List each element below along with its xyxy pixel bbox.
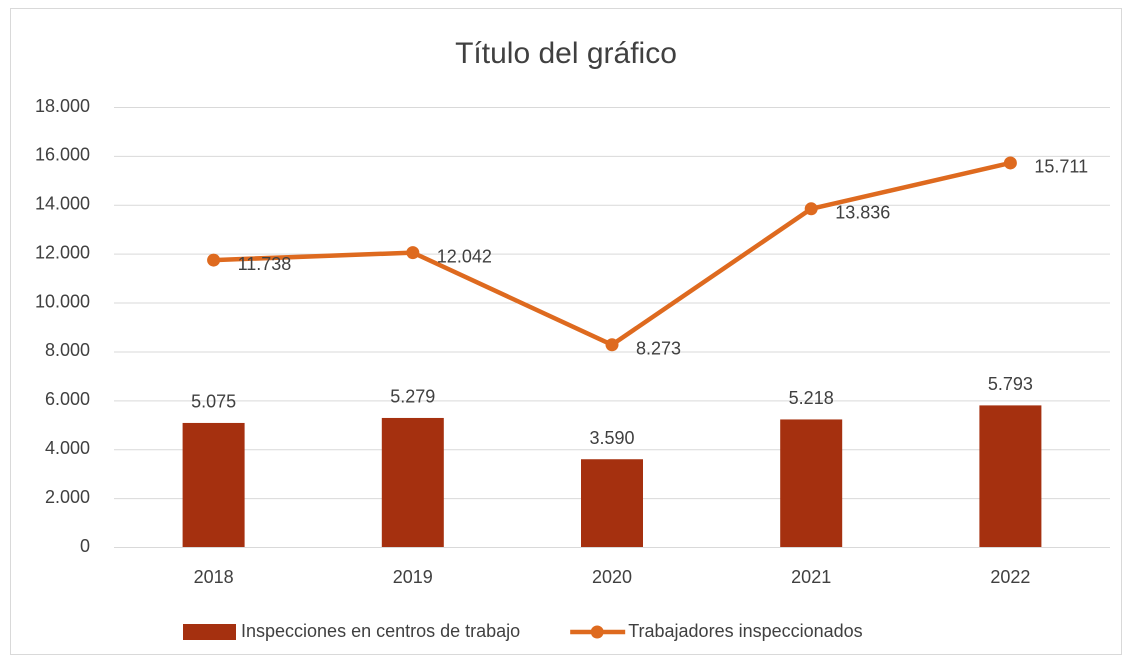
data-label: 5.075	[191, 392, 236, 412]
y-tick-label: 4.000	[45, 438, 90, 458]
x-tick-label: 2018	[194, 567, 234, 587]
data-label: 15.711	[1034, 157, 1088, 177]
y-tick-label: 8.000	[45, 340, 90, 360]
bar	[381, 417, 444, 547]
line-marker	[605, 338, 619, 352]
bar	[182, 422, 245, 547]
x-tick-label: 2022	[990, 567, 1030, 587]
y-tick-label: 6.000	[45, 389, 90, 409]
bar	[780, 419, 843, 547]
y-tick-label: 16.000	[35, 145, 90, 165]
bar	[979, 405, 1042, 547]
legend-label: Inspecciones en centros de trabajo	[241, 621, 520, 641]
chart-border	[10, 8, 1122, 655]
data-label: 3.590	[589, 428, 634, 448]
legend-label: Trabajadores inspeccionados	[628, 621, 862, 641]
y-tick-label: 18.000	[35, 96, 90, 116]
legend-swatch	[183, 624, 236, 640]
y-tick-label: 2.000	[45, 487, 90, 507]
legend-swatch	[590, 625, 604, 639]
y-tick-label: 14.000	[35, 194, 90, 214]
data-label: 5.279	[390, 387, 435, 407]
line-marker	[804, 202, 818, 216]
data-label: 8.273	[636, 339, 681, 359]
chart-title: Título del gráfico	[455, 37, 677, 70]
data-label: 11.738	[238, 254, 292, 274]
y-tick-label: 10.000	[35, 291, 90, 311]
y-tick-label: 12.000	[35, 242, 90, 262]
data-label: 13.836	[835, 203, 890, 223]
bar	[581, 459, 643, 547]
line-marker	[406, 246, 420, 260]
x-tick-label: 2020	[592, 567, 632, 587]
y-tick-label: 0	[80, 536, 90, 556]
line-marker	[1003, 156, 1017, 170]
x-tick-label: 2019	[393, 567, 433, 587]
data-label: 12.042	[437, 246, 492, 266]
data-label: 5.793	[988, 374, 1033, 394]
x-tick-label: 2021	[791, 567, 831, 587]
data-label: 5.218	[789, 388, 834, 408]
line-marker	[207, 253, 221, 267]
